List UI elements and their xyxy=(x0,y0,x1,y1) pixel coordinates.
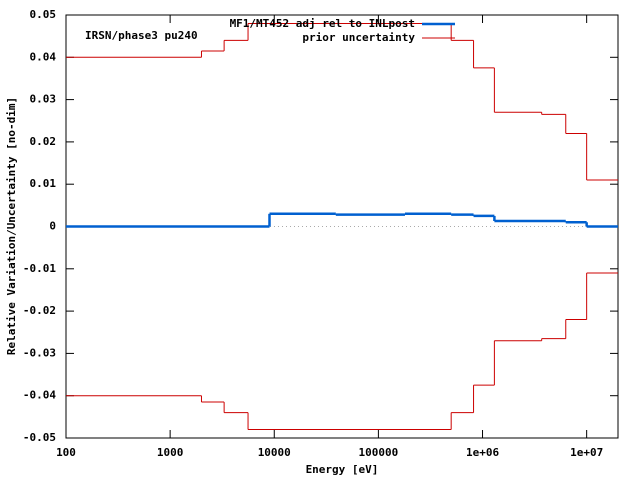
legend-label: prior uncertainty xyxy=(302,31,415,44)
legend-label: MF1/MT452 adj rel to INLpost xyxy=(230,17,415,30)
y-tick-label: 0.02 xyxy=(30,135,57,148)
y-tick-label: 0.04 xyxy=(30,50,57,63)
y-tick-label: 0.01 xyxy=(30,177,57,190)
x-tick-label: 1e+06 xyxy=(466,446,499,459)
annotation: IRSN/phase3 pu240 xyxy=(85,29,198,42)
x-tick-label: 100 xyxy=(56,446,76,459)
y-tick-label: 0 xyxy=(49,220,56,233)
x-tick-label: 100000 xyxy=(359,446,399,459)
x-tick-label: 1000 xyxy=(157,446,184,459)
y-tick-label: -0.03 xyxy=(23,346,56,359)
x-tick-label: 10000 xyxy=(258,446,291,459)
x-axis-label: Energy [eV] xyxy=(306,463,379,476)
y-tick-label: 0.05 xyxy=(30,8,57,21)
y-tick-label: 0.03 xyxy=(30,93,57,106)
y-tick-label: -0.04 xyxy=(23,389,56,402)
x-tick-label: 1e+07 xyxy=(570,446,603,459)
y-tick-label: -0.01 xyxy=(23,262,56,275)
y-tick-label: -0.05 xyxy=(23,431,56,444)
y-axis-label: Relative Variation/Uncertainty [no-dim] xyxy=(5,97,18,355)
y-tick-label: -0.02 xyxy=(23,304,56,317)
